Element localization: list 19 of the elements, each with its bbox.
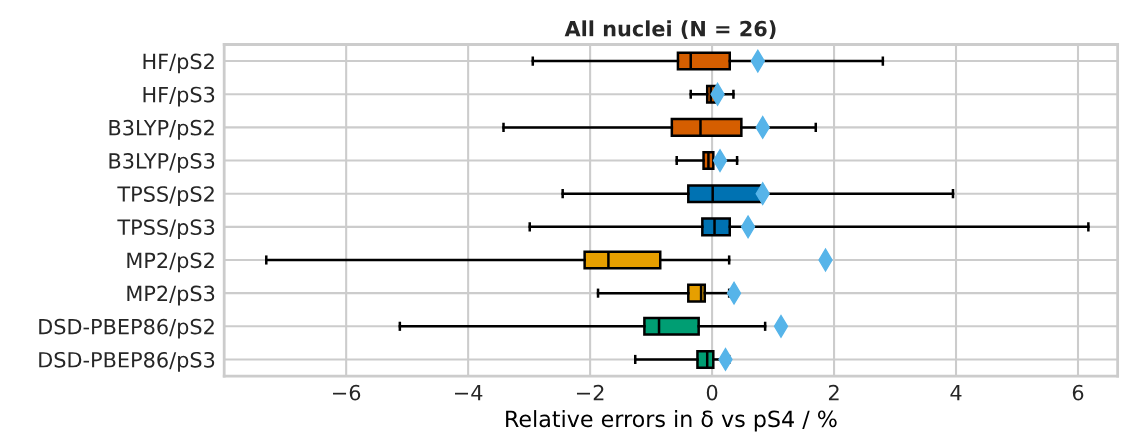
y-tick-label: DSD-PBEP86/pS3 <box>39 351 215 372</box>
x-tick-label: 6 <box>1072 384 1084 401</box>
y-tick-label: B3LYP/pS3 <box>109 152 215 173</box>
x-tick-label: 2 <box>828 384 839 401</box>
chart-title: All nuclei (N = 26) <box>564 20 776 39</box>
x-tick-label: 0 <box>706 384 718 401</box>
y-tick-label: HF/pS3 <box>143 86 215 107</box>
y-tick-label: DSD-PBEP86/pS2 <box>39 318 214 339</box>
y-tick-label: TPSS/pS3 <box>117 219 215 240</box>
x-tick-label: −4 <box>454 385 483 401</box>
y-tick-label: HF/pS2 <box>143 53 214 74</box>
x-axis-title: Relative errors in δ vs pS4 / % <box>506 410 837 432</box>
x-tick-label: 4 <box>950 385 962 401</box>
x-tick-label: −2 <box>576 384 604 401</box>
x-tick-label: −6 <box>333 384 361 401</box>
y-tick-label: TPSS/pS2 <box>117 186 214 206</box>
y-tick-label: MP2/pS3 <box>127 285 215 306</box>
y-tick-label: B3LYP/pS2 <box>109 119 214 140</box>
y-tick-label: MP2/pS2 <box>127 252 214 273</box>
